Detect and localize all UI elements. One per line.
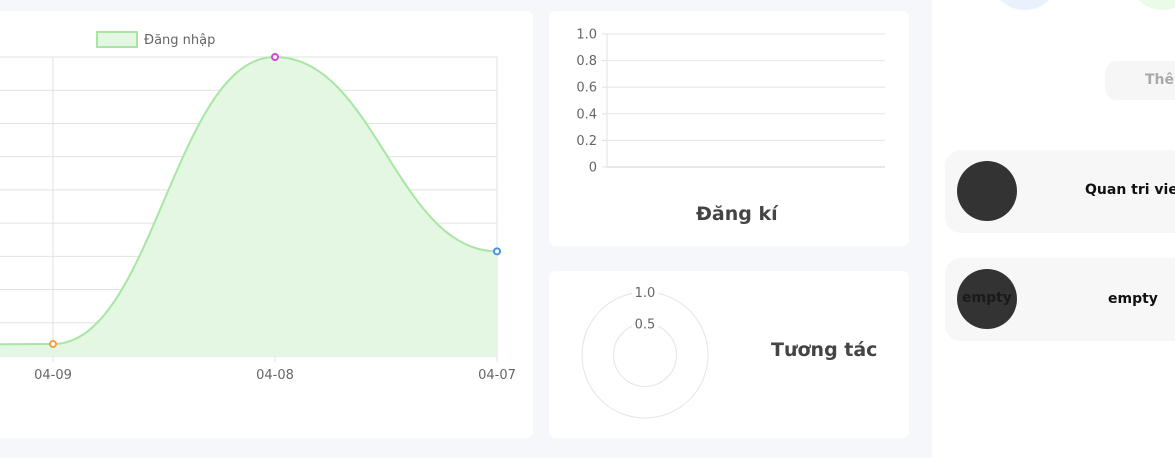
tick-backdrop: [632, 283, 658, 298]
y-tick-label: 0: [589, 161, 597, 176]
data-point: [271, 53, 279, 61]
tick-backdrop: [632, 314, 658, 330]
register-chart-card: [549, 11, 909, 246]
r-tick-label: 1.0: [635, 286, 656, 301]
r-tick-label: 0.5: [635, 318, 656, 333]
avatar-text: empty: [962, 290, 1012, 306]
area-fill: [0, 57, 497, 356]
legend-label: Đăng nhập: [144, 33, 215, 48]
y-tick-label: 0.6: [576, 81, 597, 96]
interaction-chart-card: [549, 271, 909, 438]
polar-ring: [613, 323, 677, 387]
polar-ring: [581, 291, 709, 419]
add-button-label: Thêm: [1145, 72, 1175, 88]
x-tick-label: 04-08: [256, 368, 294, 383]
interaction-chart: 1.0 0.5: [581, 283, 709, 419]
series-line: [0, 55, 498, 346]
avatar: [957, 161, 1017, 221]
y-tick-label: 0.2: [576, 134, 597, 149]
stat-circle-blue: [990, 0, 1060, 10]
user-card[interactable]: empty empty: [945, 258, 1175, 341]
register-chart: 1.0 0.8 0.6 0.4 0.2 0: [576, 28, 885, 176]
data-point: [493, 247, 501, 256]
y-tick-label: 1.0: [576, 28, 597, 43]
user-card[interactable]: Quan tri vien: [945, 150, 1175, 233]
user-name: Quan tri vien: [1085, 182, 1175, 198]
x-tick-label: 04-09: [34, 368, 72, 383]
y-tick-label: 0.4: [576, 107, 597, 122]
interaction-chart-title: Tương tác: [771, 339, 878, 361]
y-tick-label: 0.8: [576, 54, 597, 69]
user-name: empty: [1108, 291, 1158, 307]
data-point: [49, 340, 57, 349]
register-chart-title: Đăng kí: [696, 203, 778, 225]
stat-circle-green: [1128, 0, 1175, 10]
x-tick-label: 04-07: [478, 368, 516, 383]
legend-swatch: [96, 31, 138, 48]
avatar: empty: [957, 269, 1017, 329]
login-chart: 04-09 04-08 04-07 Đăng nhập: [0, 31, 516, 383]
add-button[interactable]: Thêm: [1105, 61, 1175, 100]
